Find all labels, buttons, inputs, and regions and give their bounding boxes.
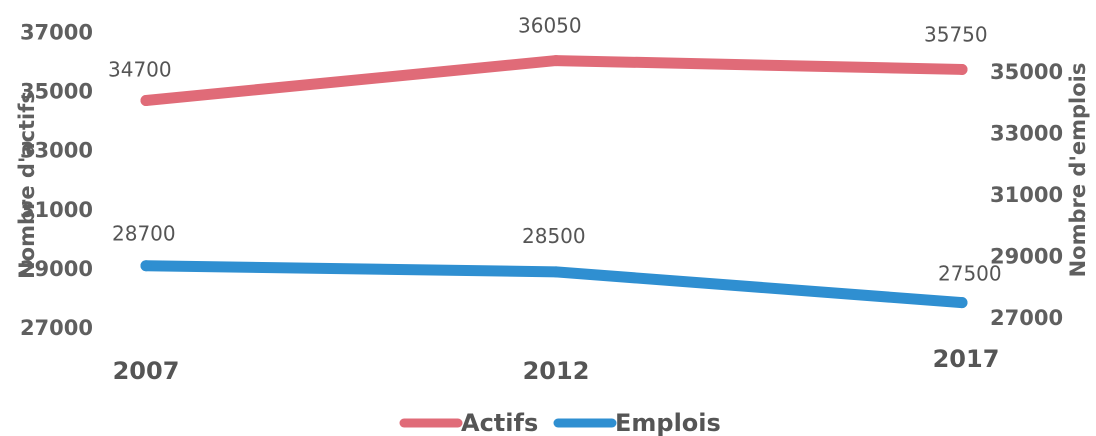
legend-label-emplois: Emplois xyxy=(615,409,721,436)
data-label: 36050 xyxy=(518,14,582,38)
x-axis-ticks: 2007 2012 2017 xyxy=(113,345,1000,385)
left-axis-ticks: 27000 29000 31000 33000 35000 37000 xyxy=(20,21,93,341)
left-tick-label: 31000 xyxy=(20,198,93,222)
data-label: 27500 xyxy=(938,262,1002,286)
right-tick-label: 31000 xyxy=(990,183,1063,207)
series-line-actifs xyxy=(140,55,968,106)
left-tick-label: 27000 xyxy=(20,316,93,340)
data-point xyxy=(140,94,152,106)
right-axis-ticks: 27000 29000 31000 33000 35000 xyxy=(990,60,1063,330)
data-point xyxy=(956,297,968,309)
x-tick-label: 2012 xyxy=(523,357,590,385)
data-point xyxy=(550,266,562,278)
data-labels: 34700 36050 35750 28700 28500 27500 xyxy=(108,14,1002,286)
right-axis-label: Nombre d'emplois xyxy=(1066,63,1090,278)
left-tick-label: 37000 xyxy=(20,21,93,45)
left-tick-label: 33000 xyxy=(20,139,93,163)
data-label: 28500 xyxy=(522,224,586,248)
legend-label-actifs: Actifs xyxy=(461,409,538,436)
left-tick-label: 29000 xyxy=(20,257,93,281)
right-tick-label: 35000 xyxy=(990,60,1063,84)
left-tick-label: 35000 xyxy=(20,80,93,104)
data-label: 28700 xyxy=(112,222,176,246)
right-tick-label: 33000 xyxy=(990,122,1063,146)
right-tick-label: 27000 xyxy=(990,306,1063,330)
data-point xyxy=(550,55,562,67)
data-label: 35750 xyxy=(924,22,988,46)
x-tick-label: 2017 xyxy=(933,345,1000,373)
x-tick-label: 2007 xyxy=(113,357,180,385)
data-label: 34700 xyxy=(108,57,172,81)
data-point xyxy=(140,260,152,272)
right-tick-label: 29000 xyxy=(990,245,1063,269)
data-point xyxy=(956,63,968,75)
series-layer xyxy=(140,55,968,309)
left-axis-label: Nombre d'actifs xyxy=(15,91,39,279)
legend: Actifs Emplois xyxy=(399,409,721,436)
